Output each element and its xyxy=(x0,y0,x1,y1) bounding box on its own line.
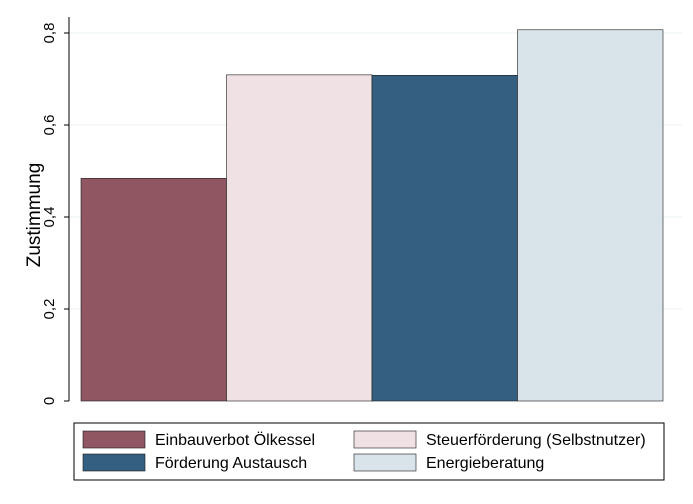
bar xyxy=(226,74,373,402)
bar xyxy=(371,75,518,402)
y-axis-label: Zustimmung xyxy=(24,163,45,268)
legend: Einbauverbot Ölkessel Steuerförderung (Se… xyxy=(73,422,665,481)
y-tick-label: 0 xyxy=(41,397,58,405)
bar xyxy=(80,178,227,402)
y-tick-label: 0,2 xyxy=(41,299,58,320)
bars xyxy=(80,29,664,402)
legend-label: Steuerförderung (Selbstnutzer) xyxy=(426,432,646,449)
legend-swatch xyxy=(82,453,146,472)
legend-swatch xyxy=(353,453,417,472)
legend-swatch xyxy=(353,430,417,449)
y-tick-label: 0,6 xyxy=(41,115,58,136)
legend-label: Einbauverbot Ölkessel xyxy=(155,431,315,449)
legend-label: Energieberatung xyxy=(426,455,544,472)
y-axis-ticks: 0 0,2 0,4 0,6 0,8 xyxy=(41,23,69,405)
legend-label: Förderung Austausch xyxy=(155,455,307,472)
bar xyxy=(517,29,664,402)
y-tick-label: 0,8 xyxy=(41,23,58,44)
legend-swatch xyxy=(82,430,146,449)
y-tick-label: 0,4 xyxy=(41,207,58,228)
